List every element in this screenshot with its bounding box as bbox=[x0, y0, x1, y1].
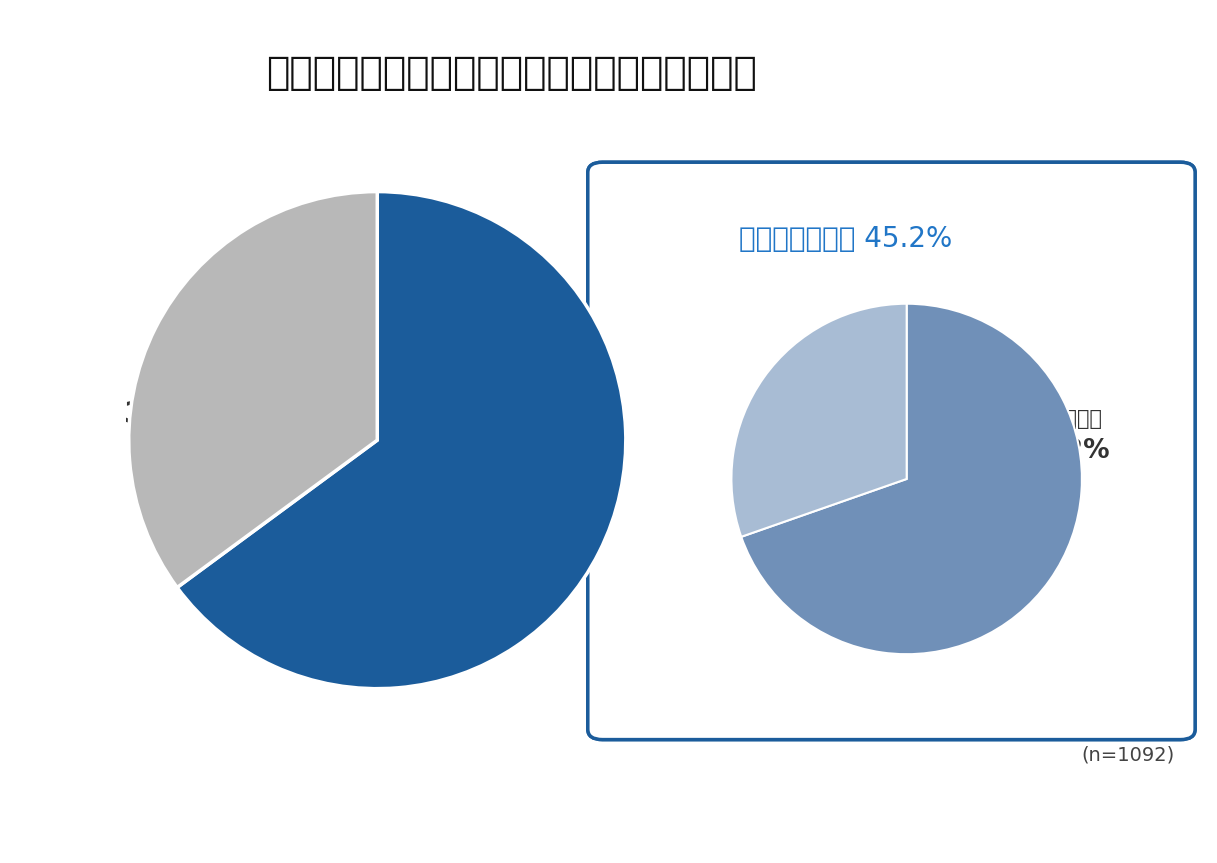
Text: 変化なし: 変化なし bbox=[146, 363, 207, 387]
Text: 変化あり: 変化あり bbox=[353, 467, 414, 491]
Text: 前向きな変化は 45.2%: 前向きな変化は 45.2% bbox=[739, 225, 952, 254]
Text: 64.9%: 64.9% bbox=[330, 503, 437, 532]
Text: 前向きな変化: 前向きな変化 bbox=[1027, 408, 1103, 429]
Text: 45.2%: 45.2% bbox=[1019, 438, 1111, 464]
Text: 19.7%: 19.7% bbox=[763, 555, 856, 581]
Wedge shape bbox=[178, 192, 626, 689]
FancyBboxPatch shape bbox=[588, 162, 1195, 740]
Wedge shape bbox=[741, 304, 1082, 654]
Text: (n=1092): (n=1092) bbox=[1081, 746, 1174, 765]
Text: その他: その他 bbox=[791, 525, 828, 545]
Wedge shape bbox=[129, 192, 377, 588]
Wedge shape bbox=[731, 304, 907, 537]
Text: コロナ流行後の環境問題への意識や行動の変化: コロナ流行後の環境問題への意識や行動の変化 bbox=[265, 54, 757, 92]
FancyBboxPatch shape bbox=[588, 162, 1195, 740]
Text: 35.1%: 35.1% bbox=[124, 400, 229, 429]
